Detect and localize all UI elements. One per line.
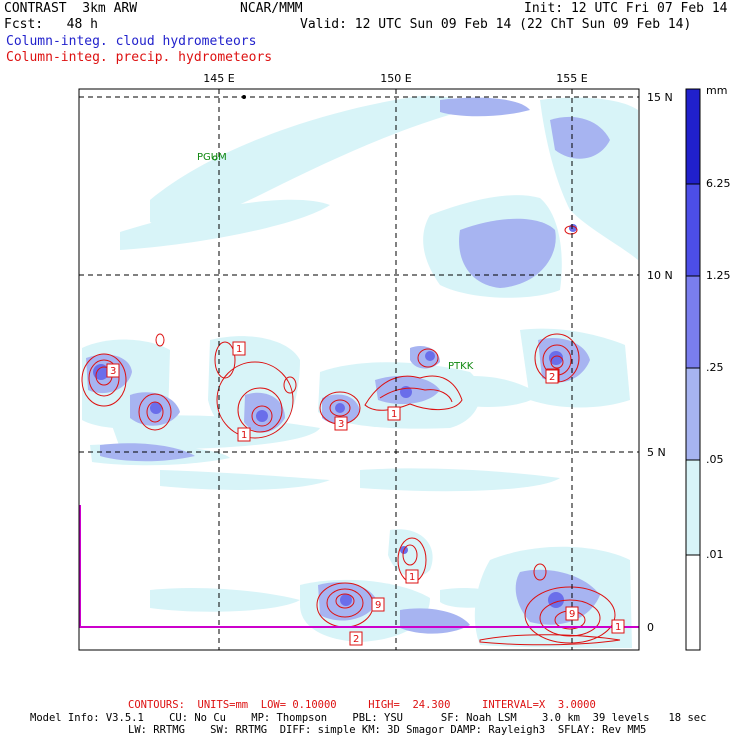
colorbar-level: .25 <box>706 361 724 374</box>
org-label: NCAR/MMM <box>240 1 303 16</box>
lon-label-150: 150 E <box>380 72 411 85</box>
model-info-line1: Model Info: V3.5.1 CU: No Cu MP: Thompso… <box>30 712 707 724</box>
valid-time: Valid: 12 UTC Sun 09 Feb 14 (22 ChT Sun … <box>300 17 692 32</box>
contour-label: 3 <box>338 419 344 430</box>
model-title: CONTRAST 3km ARW <box>4 1 138 16</box>
model-info-line2: LW: RRTMG SW: RRTMG DIFF: simple KM: 3D … <box>128 724 647 736</box>
station-pgum-marker <box>212 155 218 161</box>
lat-label-10: 10 N <box>647 269 673 282</box>
lat-label-15: 15 N <box>647 91 673 104</box>
lon-label-155: 155 E <box>556 72 587 85</box>
contour-label: 9 <box>375 600 381 611</box>
colorbar: mm 6.25 1.25 .25 .05 .01 <box>685 84 731 651</box>
contour-labels: 1 1 3 3 2 1 1 9 2 9 1 2 <box>106 341 625 646</box>
station-pgum: PGUM <box>197 152 227 163</box>
lon-label-145: 145 E <box>203 72 234 85</box>
contour-label: 2 <box>353 634 359 645</box>
contour-label: 1 <box>615 622 621 633</box>
lat-label-0: 0 <box>647 621 654 634</box>
init-time: Init: 12 UTC Fri 07 Feb 14 <box>524 1 728 16</box>
contour-label: 1 <box>391 409 397 420</box>
contour-label: 1 <box>409 572 415 583</box>
contour-label: 3 <box>110 366 116 377</box>
field-cloud-label: Column-integ. cloud hydrometeors <box>6 34 257 49</box>
colorbar-level: 1.25 <box>706 269 731 282</box>
contour-label: 1 <box>241 430 247 441</box>
colorbar-level: 6.25 <box>706 177 731 190</box>
colorbar-level: .05 <box>706 453 724 466</box>
contour-label: 2 <box>549 372 555 383</box>
lat-lon-grid <box>79 89 639 650</box>
contour-label: 1 <box>236 344 242 355</box>
lat-label-5: 5 N <box>647 446 666 459</box>
contour-info: CONTOURS: UNITS=mm LOW= 0.10000 HIGH= 24… <box>128 699 596 711</box>
station-ptkk: PTKK <box>448 361 474 372</box>
field-precip-label: Column-integ. precip. hydrometeors <box>6 50 273 65</box>
grid-marker-dot <box>242 95 246 99</box>
forecast-hour: Fcst: 48 h <box>4 17 98 32</box>
contour-label: 9 <box>569 609 575 620</box>
map-frame <box>78 88 640 651</box>
colorbar-level: .01 <box>706 548 724 561</box>
precip-contours <box>81 225 621 646</box>
colorbar-unit: mm <box>706 84 727 97</box>
